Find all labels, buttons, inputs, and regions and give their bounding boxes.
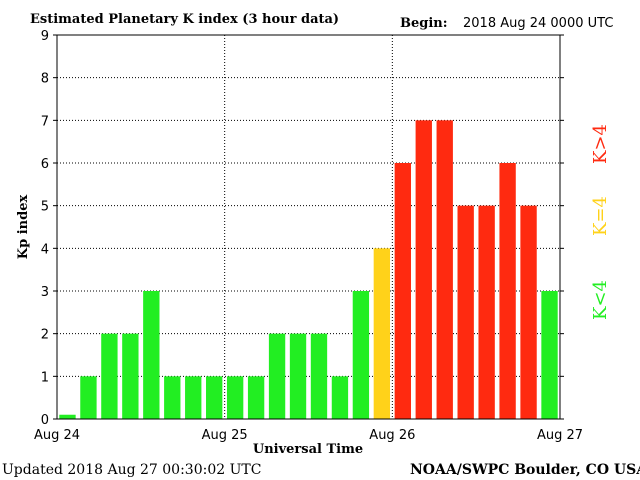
y-tick-label: 2 — [41, 328, 49, 343]
begin-value: 2018 Aug 24 0000 UTC — [463, 16, 613, 31]
kp-bar — [520, 205, 537, 419]
y-tick-label: 6 — [41, 157, 49, 172]
kp-bar — [226, 376, 244, 419]
x-tick-label: Aug 25 — [202, 428, 248, 443]
y-tick-label: 1 — [41, 370, 49, 385]
legend: K<4 K=4 K>4 — [590, 124, 611, 320]
kp-bar — [499, 163, 516, 419]
legend-entry: K<4 — [590, 280, 611, 320]
y-tick-label: 0 — [41, 413, 49, 428]
kp-bar — [268, 333, 286, 419]
kp-bar — [457, 205, 474, 419]
kp-bar — [206, 376, 223, 419]
kp-bar — [164, 376, 181, 419]
x-tick-labels: Aug 24 Aug 25 Aug 26 Aug 27 — [34, 428, 583, 443]
kp-bar — [310, 333, 328, 419]
kp-bar — [289, 333, 307, 419]
kp-bar — [143, 291, 160, 419]
kp-bar — [247, 376, 265, 419]
legend-entry: K>4 — [590, 124, 611, 164]
updated-timestamp: Updated 2018 Aug 27 00:30:02 UTC — [2, 462, 261, 478]
y-tick-label: 8 — [41, 72, 49, 87]
kp-bar — [478, 205, 495, 419]
kp-bar — [415, 120, 432, 419]
y-tick-label: 7 — [41, 114, 49, 129]
kp-bar — [122, 333, 139, 419]
grid-lines — [57, 35, 560, 419]
kp-bar — [185, 376, 202, 419]
kp-bar — [541, 291, 558, 419]
begin-label: Begin: — [400, 16, 448, 31]
x-tick-label: Aug 27 — [537, 428, 583, 443]
kp-bar — [59, 414, 76, 419]
chart-title: Estimated Planetary K index (3 hour data… — [30, 12, 339, 27]
x-tick-label: Aug 26 — [369, 428, 415, 443]
y-tick-label: 5 — [41, 200, 49, 215]
y-tick-label: 4 — [41, 242, 49, 257]
plot-frame — [56, 34, 561, 420]
x-axis-label: Universal Time — [253, 442, 363, 457]
y-tick-label: 3 — [41, 285, 49, 300]
kp-bar — [80, 376, 97, 419]
kp-bar — [436, 120, 453, 419]
kp-bar — [373, 248, 391, 419]
y-tick-label: 9 — [41, 29, 49, 44]
bars — [59, 120, 558, 419]
kp-bar — [394, 163, 411, 419]
source-credit: NOAA/SWPC Boulder, CO USA — [410, 462, 640, 478]
y-tick-labels: 0 1 2 3 4 5 6 7 8 9 — [41, 29, 564, 428]
x-tick-label: Aug 24 — [34, 428, 80, 443]
kp-bar — [352, 291, 370, 419]
legend-entry: K=4 — [590, 196, 611, 236]
kp-bar — [331, 376, 349, 419]
y-axis-label: Kp index — [16, 195, 31, 260]
kp-bar — [101, 333, 118, 419]
